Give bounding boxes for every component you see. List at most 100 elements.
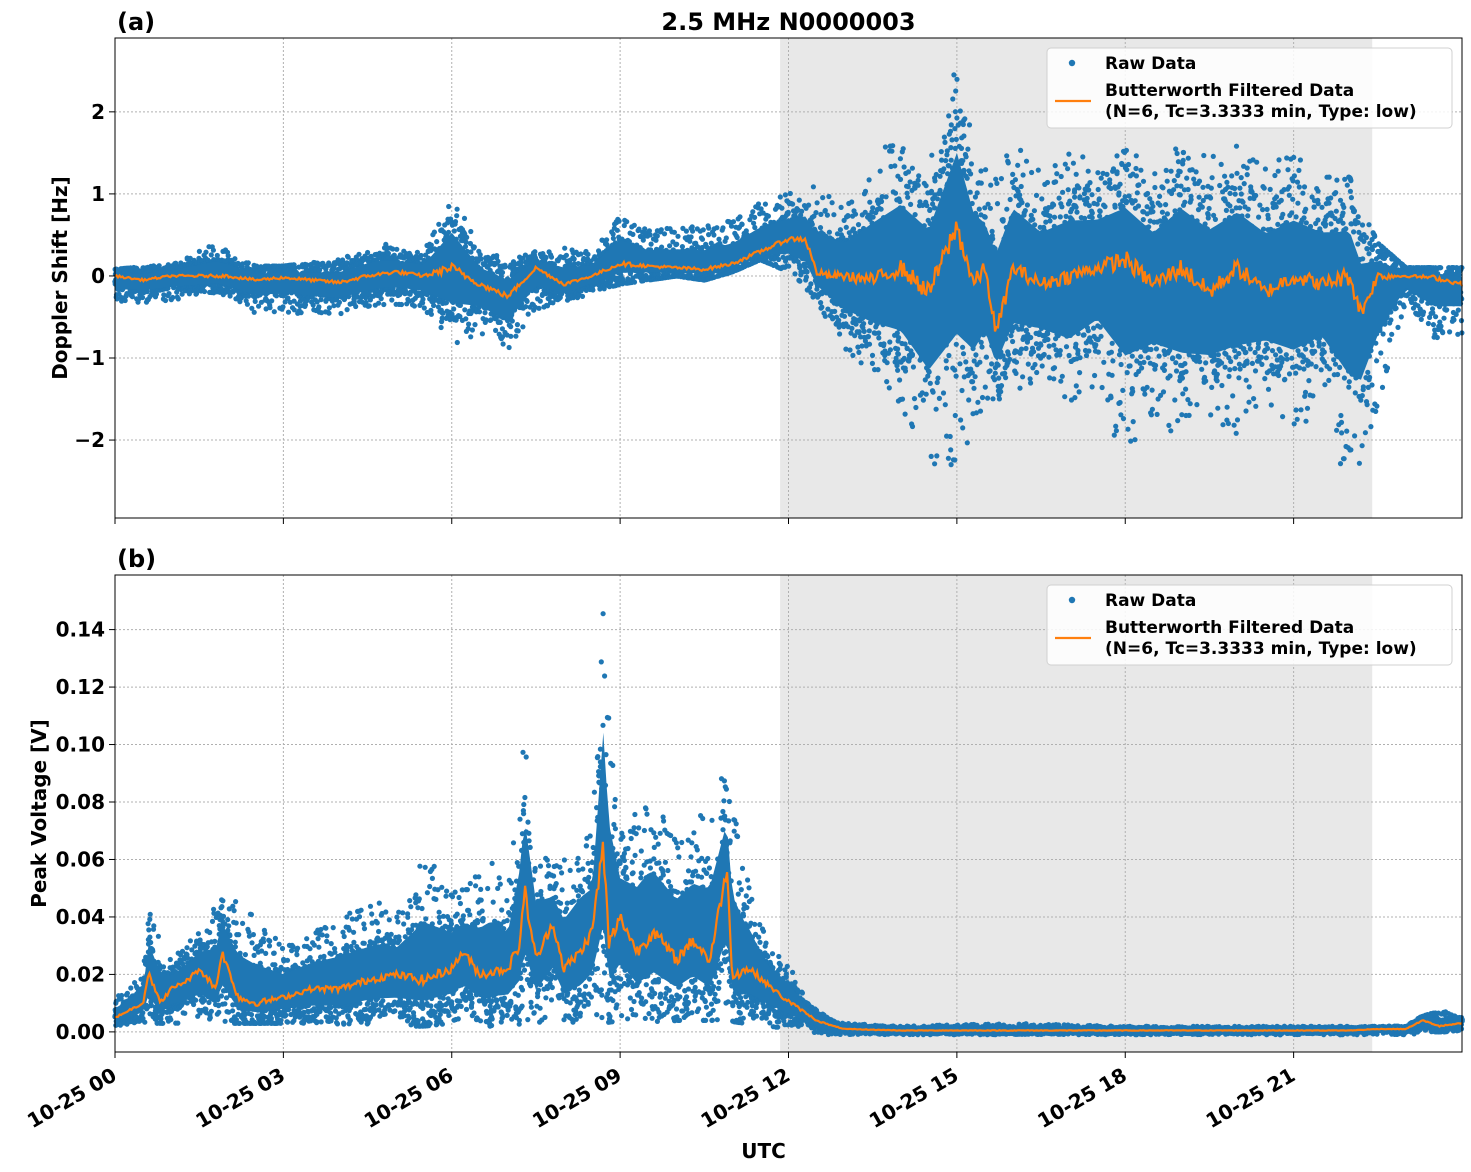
raw-data-point — [892, 163, 898, 169]
raw-data-point — [948, 462, 954, 468]
raw-data-point — [466, 321, 472, 327]
raw-data-point — [524, 298, 530, 304]
raw-data-point — [928, 453, 934, 459]
raw-data-point — [734, 234, 740, 241]
raw-data-point — [943, 365, 950, 371]
raw-data-point — [910, 364, 917, 370]
raw-data-point — [896, 335, 902, 341]
raw-data-point — [887, 339, 893, 345]
raw-data-point — [837, 331, 843, 337]
raw-data-point — [941, 166, 947, 172]
raw-data-point — [706, 225, 712, 231]
raw-data-point — [739, 221, 745, 227]
raw-data-point — [952, 412, 958, 419]
raw-data-point — [878, 198, 885, 205]
raw-data-point — [316, 267, 323, 273]
raw-data-point — [968, 161, 975, 167]
raw-data-point — [967, 189, 973, 195]
raw-data-point — [353, 303, 359, 310]
raw-data-point — [616, 218, 622, 224]
raw-data-point — [847, 347, 853, 353]
raw-data-point — [897, 176, 904, 182]
raw-data-point — [604, 237, 610, 243]
raw-data-point — [714, 225, 720, 231]
raw-data-point — [948, 145, 954, 151]
raw-data-point — [499, 334, 506, 340]
raw-data-point — [867, 199, 873, 205]
raw-data-point — [515, 328, 521, 334]
raw-data-point — [902, 365, 908, 371]
raw-data-point — [647, 232, 653, 238]
raw-data-point — [298, 310, 304, 316]
raw-data-point — [436, 221, 442, 227]
raw-data-point — [927, 380, 933, 386]
raw-data-point — [201, 288, 208, 295]
raw-data-point — [856, 349, 862, 355]
raw-data-point — [716, 236, 722, 242]
raw-data-point — [421, 305, 427, 311]
raw-data-point — [796, 197, 802, 203]
raw-data-point — [899, 396, 906, 402]
raw-data-point — [822, 207, 828, 214]
raw-data-point — [947, 433, 953, 440]
raw-data-point — [936, 395, 943, 401]
raw-data-point — [461, 215, 468, 221]
raw-data-point — [884, 379, 890, 385]
raw-data-point — [523, 304, 529, 310]
raw-data-point — [866, 177, 872, 183]
raw-data-point — [959, 387, 965, 394]
raw-data-point — [782, 192, 789, 198]
raw-data-point — [162, 297, 169, 304]
raw-data-point — [960, 425, 966, 431]
raw-data-point — [525, 311, 531, 317]
raw-data-point — [900, 146, 906, 152]
raw-data-point — [952, 367, 958, 373]
raw-data-point — [968, 171, 974, 177]
raw-data-point — [723, 235, 729, 241]
raw-data-point — [579, 293, 586, 299]
raw-data-point — [929, 152, 935, 158]
raw-data-point — [960, 344, 966, 350]
raw-data-point — [829, 200, 835, 206]
raw-data-point — [661, 231, 668, 237]
raw-data-point — [963, 154, 969, 160]
raw-data-point — [861, 321, 867, 327]
raw-data-point — [737, 214, 743, 220]
raw-data-point — [895, 367, 901, 373]
raw-data-point — [878, 206, 884, 212]
raw-data-point — [960, 121, 966, 128]
raw-data-point — [897, 377, 903, 383]
raw-data-point — [946, 113, 952, 119]
raw-data-point — [208, 252, 214, 258]
raw-data-point — [911, 396, 918, 402]
raw-data-point — [889, 148, 895, 154]
raw-data-point — [905, 169, 912, 175]
raw-data-point — [913, 404, 919, 411]
raw-data-point — [590, 287, 596, 293]
raw-data-point — [124, 291, 130, 297]
raw-data-point — [502, 264, 508, 270]
raw-data-point — [797, 278, 803, 284]
raw-data-point — [434, 239, 440, 245]
raw-data-point — [856, 329, 862, 335]
raw-data-point — [785, 209, 791, 215]
raw-data-point — [378, 296, 384, 302]
raw-data-point — [153, 291, 160, 297]
raw-data-point — [942, 139, 948, 145]
raw-data-point — [500, 341, 506, 347]
raw-data-point — [792, 271, 798, 277]
raw-data-point — [536, 305, 542, 311]
raw-data-point — [946, 352, 952, 359]
raw-data-point — [945, 455, 952, 461]
raw-data-point — [962, 116, 968, 122]
raw-data-point — [972, 374, 978, 380]
raw-data-point — [786, 263, 792, 269]
raw-data-point — [818, 300, 824, 306]
raw-data-point — [326, 310, 332, 316]
raw-data-point — [926, 369, 932, 375]
raw-data-point — [916, 173, 922, 179]
raw-data-point — [970, 379, 976, 385]
raw-data-point — [803, 274, 810, 280]
raw-data-point — [866, 341, 873, 347]
